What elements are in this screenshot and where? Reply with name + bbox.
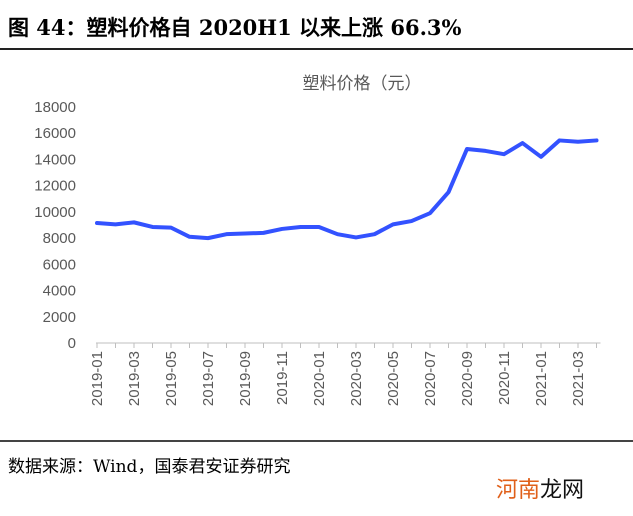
y-tick-label: 12000	[34, 178, 76, 195]
x-tick-label: 2019-11	[274, 351, 291, 405]
line-chart: 塑料价格（元） 0 2000 4000 6000 8000 10000 12000 14000…	[34, 74, 601, 406]
series-lines	[95, 138, 599, 241]
x-tick-label: 2020-05	[385, 351, 402, 406]
figure-title: 图 44：塑料价格自 2020H1 以来上涨 66.3%	[8, 15, 462, 40]
source-note: 数据来源：Wind，国泰君安证券研究	[8, 457, 291, 477]
chart-title: 塑料价格（元）	[303, 74, 422, 94]
source-divider	[0, 440, 633, 442]
y-tick-label: 2000	[43, 309, 76, 326]
x-tick-label: 2020-03	[348, 351, 365, 406]
x-axis: 2019-01 2019-03 2019-05 2019-07 2019-09 2019-…	[89, 342, 601, 406]
x-tick-label: 2019-01	[89, 351, 106, 406]
x-tick-label: 2021-01	[533, 351, 550, 406]
x-tick-label: 2021-03	[570, 351, 587, 406]
y-tick-label: 8000	[43, 230, 76, 247]
y-tick-label: 10000	[34, 204, 76, 221]
x-tick-label: 2020-09	[459, 351, 476, 406]
y-tick-label: 16000	[34, 125, 76, 142]
watermark: 河南龙网	[496, 478, 585, 503]
title-divider	[0, 48, 633, 50]
y-tick-label: 0	[68, 335, 76, 352]
x-tick-label: 2020-11	[496, 351, 513, 405]
y-axis: 0 2000 4000 6000 8000 10000 12000 14000 16000 180…	[34, 99, 76, 352]
y-tick-label: 18000	[34, 99, 76, 116]
x-tick-label: 2019-09	[237, 351, 254, 406]
y-tick-label: 4000	[43, 283, 76, 300]
x-tick-label: 2019-07	[200, 351, 217, 406]
y-tick-label: 6000	[43, 256, 76, 273]
series-line	[95, 138, 599, 241]
x-tick-label: 2020-07	[422, 351, 439, 406]
y-tick-label: 14000	[34, 151, 76, 168]
x-tick-label: 2019-05	[163, 351, 180, 406]
x-tick-label: 2020-01	[311, 351, 328, 406]
x-tick-label: 2019-03	[126, 351, 143, 406]
